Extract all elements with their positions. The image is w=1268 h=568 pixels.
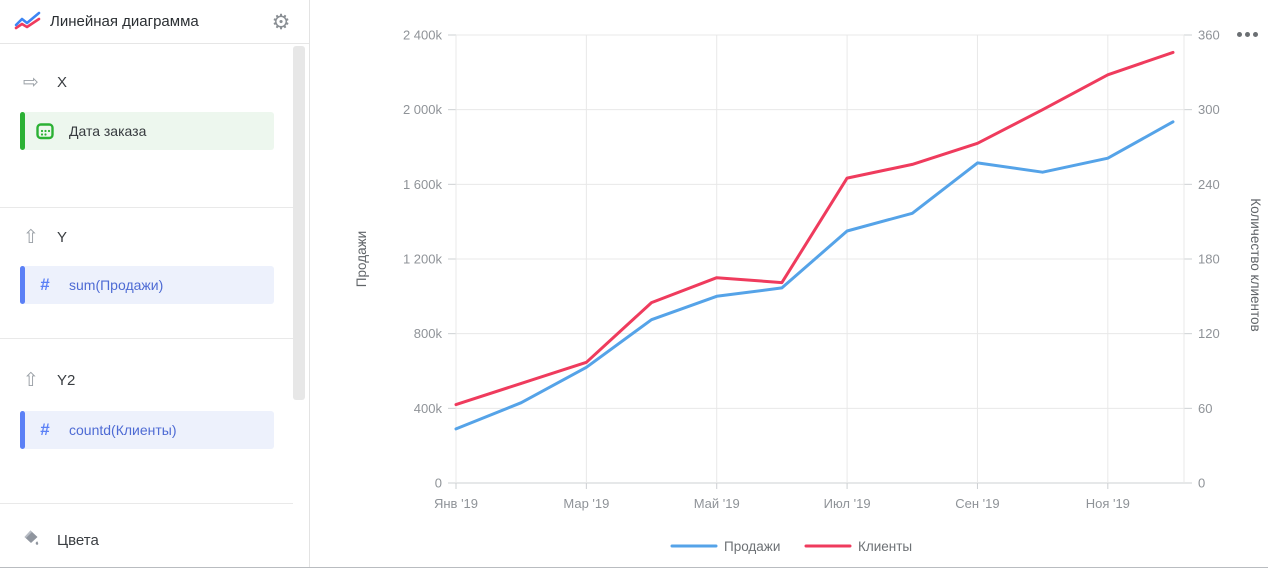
y-left-tick-label: 1 600k bbox=[403, 177, 443, 192]
y-right-tick-label: 240 bbox=[1198, 177, 1220, 192]
line-chart-icon bbox=[14, 11, 41, 30]
x-tick-label: Май '19 bbox=[694, 496, 740, 511]
chart-area: 0 0 400k 60 800k 120 1 200k 180 1 600k 240 2 000k 3… bbox=[310, 0, 1268, 567]
section-x-label: X bbox=[57, 73, 68, 91]
y-right-tick-label: 180 bbox=[1198, 252, 1220, 267]
section-y-label: Y bbox=[57, 228, 68, 246]
x-tick-label: Июл '19 bbox=[824, 496, 871, 511]
arrow-up-icon: ⇧ bbox=[23, 369, 39, 391]
x-tick-label: Сен '19 bbox=[955, 496, 999, 511]
y-right-tick-label: 360 bbox=[1198, 28, 1220, 43]
y-right-tick-label: 60 bbox=[1198, 401, 1212, 416]
section-colors-label: Цвета bbox=[57, 531, 99, 549]
chart-type-title: Линейная диаграмма bbox=[50, 13, 199, 30]
panel-header: Линейная диаграмма ⚙ bbox=[0, 0, 309, 44]
calendar-icon bbox=[36, 122, 54, 140]
arrow-up-icon: ⇧ bbox=[23, 226, 39, 248]
y-right-tick-label: 300 bbox=[1198, 102, 1220, 117]
legend-label-0[interactable]: Продажи bbox=[724, 539, 780, 554]
field-chip-date[interactable]: Дата заказа bbox=[20, 112, 274, 150]
hash-icon: # bbox=[40, 275, 50, 294]
field-accent-bar bbox=[20, 112, 25, 150]
y-right-tick-label: 0 bbox=[1198, 476, 1205, 491]
section-x-header: ⇨ X bbox=[20, 70, 293, 94]
y-left-tick-label: 800k bbox=[414, 326, 443, 341]
y-left-tick-label: 1 200k bbox=[403, 252, 443, 267]
field-accent-bar bbox=[20, 411, 25, 449]
field-chip-label: countd(Клиенты) bbox=[69, 422, 177, 438]
field-panel: Линейная диаграмма ⚙ ⇨ X Дата заказа bbox=[0, 0, 310, 567]
section-y2-header: ⇧ Y2 bbox=[20, 368, 293, 392]
y-left-tick-label: 0 bbox=[435, 476, 442, 491]
field-chip-label: sum(Продажи) bbox=[69, 277, 164, 293]
dual-axis-line-chart: 0 0 400k 60 800k 120 1 200k 180 1 600k 240 2 000k 3… bbox=[354, 28, 1263, 555]
y-left-axis-title: Продажи bbox=[354, 231, 369, 287]
section-y2: ⇧ Y2 # countd(Клиенты) bbox=[0, 368, 293, 504]
section-x: ⇨ X Дата заказа bbox=[0, 70, 293, 208]
hash-icon: # bbox=[40, 420, 50, 439]
arrow-right-icon: ⇨ bbox=[23, 71, 39, 93]
gear-icon[interactable]: ⚙ bbox=[269, 10, 293, 34]
y-left-tick-label: 2 000k bbox=[403, 102, 443, 117]
field-chip-label: Дата заказа bbox=[69, 123, 147, 139]
legend-label-1[interactable]: Клиенты bbox=[858, 539, 912, 554]
section-y: ⇧ Y # sum(Продажи) bbox=[0, 225, 293, 339]
x-tick-label: Мар '19 bbox=[563, 496, 609, 511]
y-left-tick-label: 2 400k bbox=[403, 28, 443, 43]
sidebar-scrollbar-thumb[interactable] bbox=[293, 46, 305, 400]
section-y-header: ⇧ Y bbox=[20, 225, 293, 249]
y-left-tick-label: 400k bbox=[414, 401, 443, 416]
series-line-0[interactable] bbox=[454, 120, 1175, 431]
y-right-axis-title: Количество клиентов bbox=[1248, 198, 1263, 331]
series-line-1[interactable] bbox=[454, 50, 1175, 407]
field-chip-clients[interactable]: # countd(Клиенты) bbox=[20, 411, 274, 449]
x-tick-label: Янв '19 bbox=[434, 496, 478, 511]
section-colors-header: Цвета bbox=[20, 528, 293, 552]
chart-menu-icon[interactable] bbox=[1235, 30, 1260, 39]
field-accent-bar bbox=[20, 266, 25, 304]
y-right-tick-label: 120 bbox=[1198, 326, 1220, 341]
x-tick-label: Ноя '19 bbox=[1086, 496, 1130, 511]
paint-bucket-icon bbox=[20, 528, 42, 553]
section-colors: Цвета bbox=[0, 528, 293, 568]
field-chip-sales[interactable]: # sum(Продажи) bbox=[20, 266, 274, 304]
section-y2-label: Y2 bbox=[57, 371, 76, 389]
